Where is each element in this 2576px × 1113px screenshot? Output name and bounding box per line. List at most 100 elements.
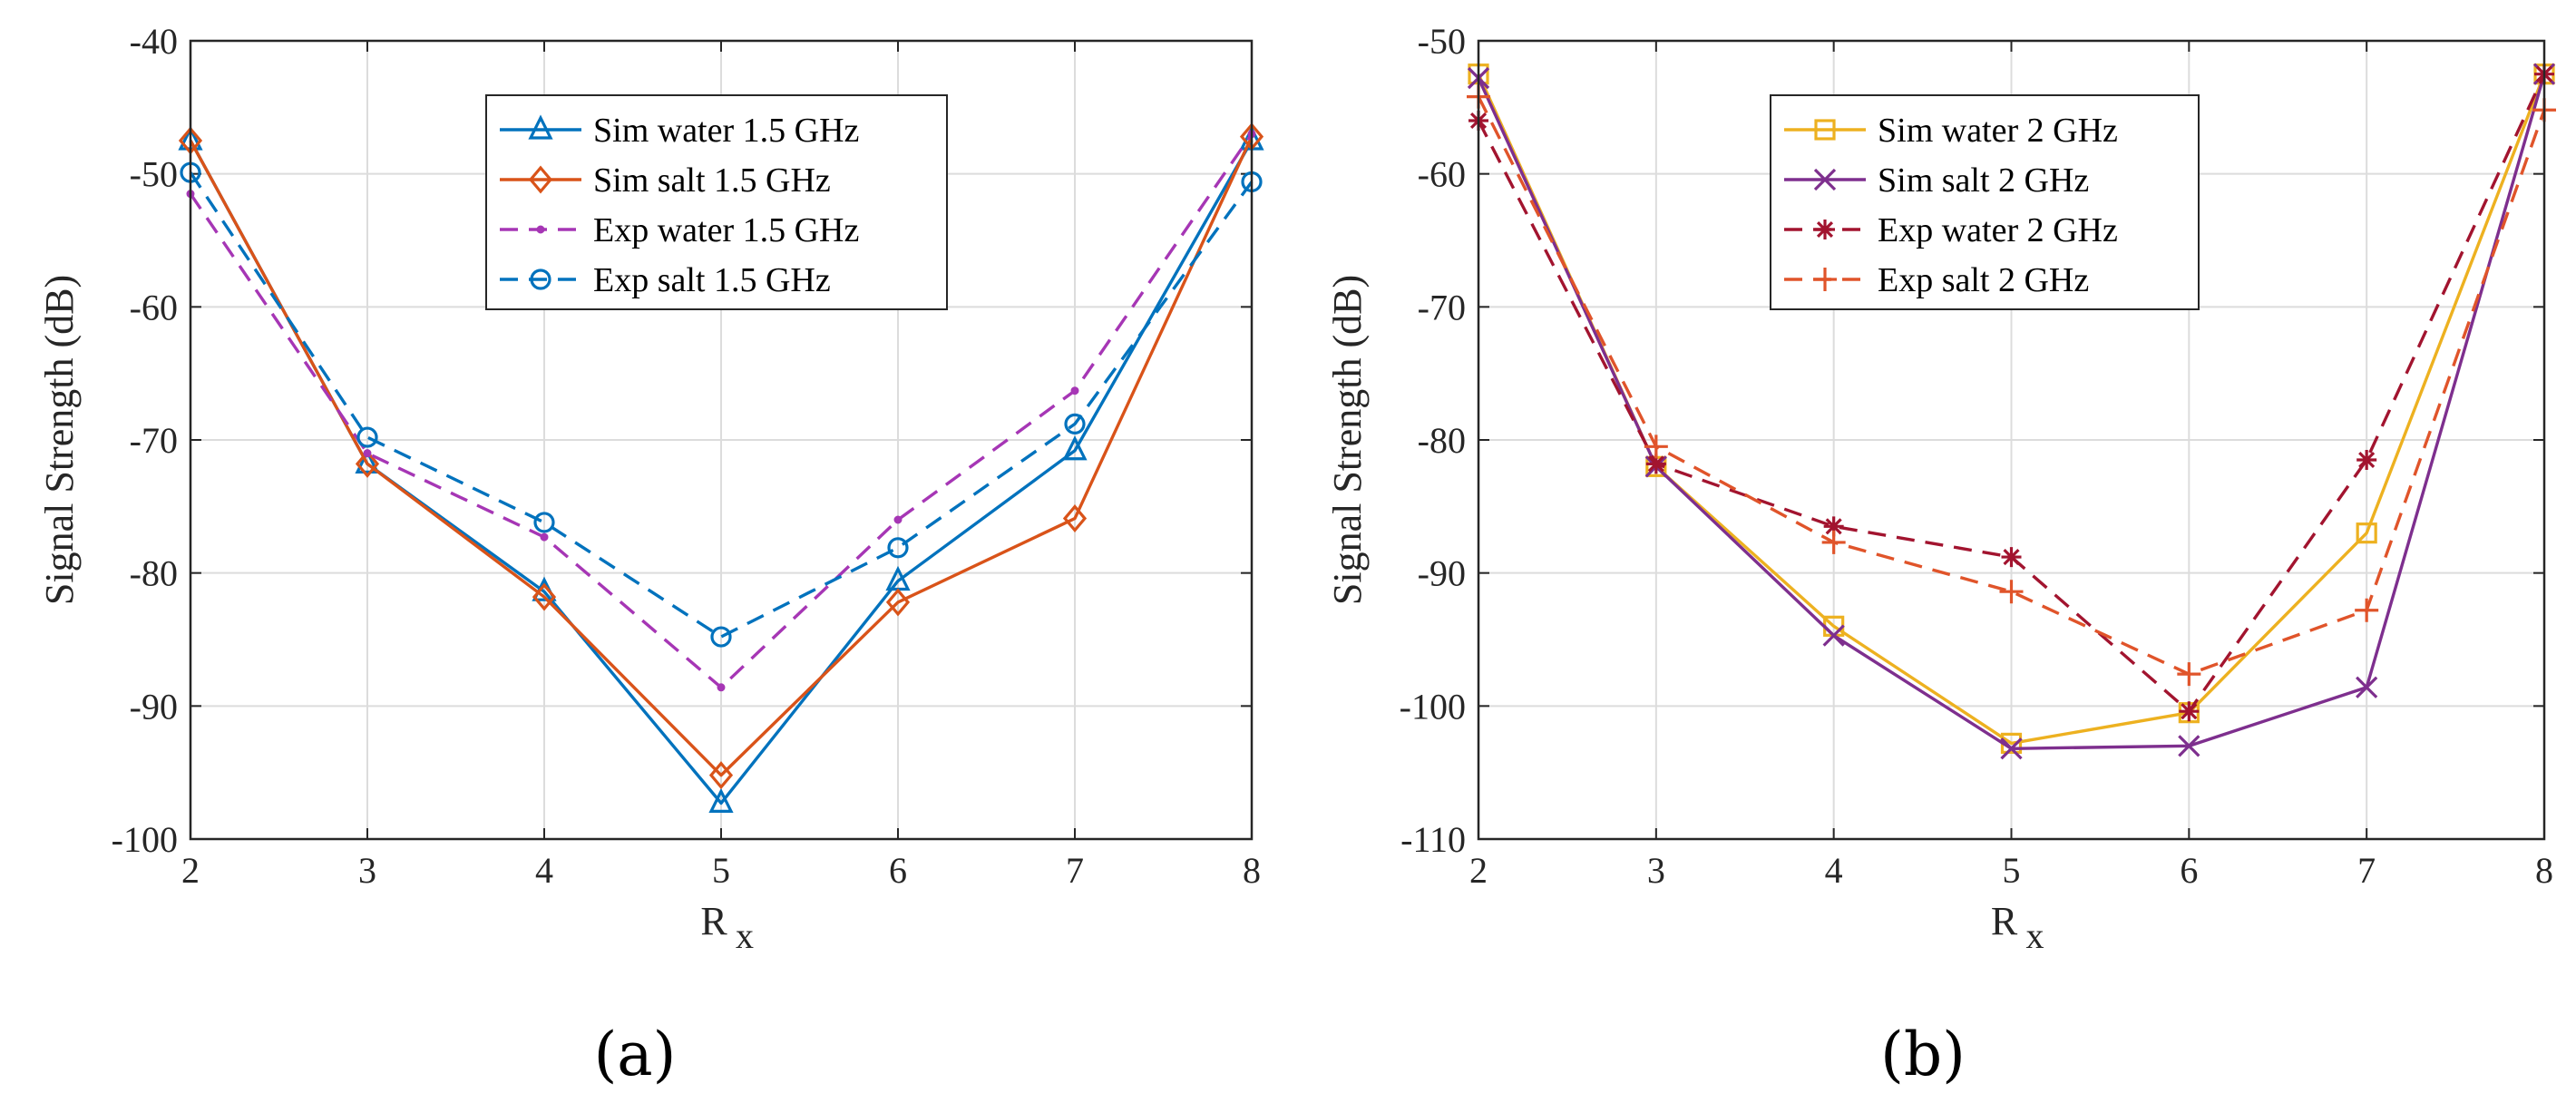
legend-entry: Exp salt 1.5 GHz xyxy=(500,261,831,299)
data-point xyxy=(2356,522,2377,544)
x-tick-label: 8 xyxy=(1243,850,1261,891)
data-point xyxy=(1070,386,1079,395)
data-point xyxy=(355,449,380,478)
data-point xyxy=(1062,435,1088,461)
data-point xyxy=(2355,598,2379,622)
legend-marker xyxy=(528,114,553,140)
data-point xyxy=(2001,547,2022,568)
x-axis-label-subscript: x xyxy=(736,915,754,956)
legend-label: Exp salt 1.5 GHz xyxy=(593,261,831,299)
y-tick-label: -50 xyxy=(130,154,178,195)
data-point xyxy=(1823,516,1844,537)
y-tick-label: -70 xyxy=(1418,287,1466,327)
legend-entry: Exp water 2 GHz xyxy=(1784,211,2118,249)
chart-panel-a: 2 3 4 5 6 7 8 -40 -50 -60 -70 -80 -90 -100 R x Signal St… xyxy=(37,21,1264,1089)
data-point xyxy=(356,426,378,448)
legend-label: Sim salt 1.5 GHz xyxy=(593,161,831,200)
x-tick-label: 5 xyxy=(2003,850,2021,891)
x-axis-label-subscript: x xyxy=(2026,915,2044,956)
legend-entry: Sim salt 2 GHz xyxy=(1784,161,2089,200)
legend: Sim water 1.5 GHz Sim salt 1.5 GHz Exp wat… xyxy=(485,94,948,310)
data-point xyxy=(717,683,726,692)
y-tick-label: -100 xyxy=(112,819,178,860)
data-point xyxy=(1644,434,1668,459)
data-point xyxy=(1822,624,1845,647)
x-axis-label: R xyxy=(700,899,727,943)
legend-label: Exp water 2 GHz xyxy=(1878,211,2118,249)
y-tick-label: -60 xyxy=(1418,154,1466,195)
legend-marker xyxy=(528,165,553,194)
x-tick-label: 7 xyxy=(2357,850,2376,891)
panel-label: (b) xyxy=(1880,1020,1966,1089)
y-tick-label: -90 xyxy=(130,686,178,727)
axes-frame xyxy=(1477,39,2546,841)
legend-label: Sim salt 2 GHz xyxy=(1878,161,2089,200)
data-point xyxy=(363,449,372,458)
y-tick-label: -80 xyxy=(1418,420,1466,461)
legend-entry: Sim salt 1.5 GHz xyxy=(500,161,831,200)
data-point xyxy=(1821,530,1846,554)
data-point xyxy=(533,512,555,533)
legend-label: Exp water 1.5 GHz xyxy=(593,211,859,249)
legend-label: Exp salt 2 GHz xyxy=(1878,261,2089,299)
legend-marker xyxy=(1815,220,1835,239)
legend-entry: Exp water 1.5 GHz xyxy=(500,211,859,249)
data-point xyxy=(2179,701,2200,722)
y-tick-label: -70 xyxy=(130,420,178,461)
x-tick-label: 2 xyxy=(1469,850,1488,891)
legend-label: Sim water 1.5 GHz xyxy=(593,112,859,150)
y-tick-label: -80 xyxy=(130,553,178,594)
x-tick-label: 2 xyxy=(181,850,200,891)
data-point xyxy=(887,537,909,559)
y-tick-label: -90 xyxy=(1418,553,1466,594)
data-point xyxy=(355,448,380,474)
data-point xyxy=(2177,662,2201,687)
data-point xyxy=(2000,737,2023,760)
legend-marker xyxy=(530,268,551,290)
legend: Sim water 2 GHz Sim salt 2 GHz Exp water 2… xyxy=(1770,94,2200,310)
data-point xyxy=(532,582,557,611)
y-tick-label: -50 xyxy=(1418,21,1466,62)
data-point xyxy=(2356,450,2377,470)
legend-marker xyxy=(536,225,545,234)
data-point xyxy=(1999,580,2024,604)
data-point xyxy=(540,532,549,542)
x-tick-label: 6 xyxy=(889,850,907,891)
data-point xyxy=(710,626,732,648)
data-point xyxy=(1064,413,1086,434)
data-point xyxy=(1062,504,1088,533)
legend-entry: Sim water 2 GHz xyxy=(1784,112,2118,150)
y-tick-label: -100 xyxy=(1400,686,1466,727)
y-tick-label: -40 xyxy=(130,21,178,62)
data-point xyxy=(885,588,911,617)
x-tick-label: 8 xyxy=(2535,850,2553,891)
x-tick-label: 6 xyxy=(2180,850,2198,891)
series-line xyxy=(189,135,1254,777)
legend-marker xyxy=(1813,168,1837,191)
x-tick-label: 3 xyxy=(1647,850,1665,891)
x-tick-label: 7 xyxy=(1066,850,1084,891)
x-tick-label: 3 xyxy=(358,850,376,891)
legend-marker xyxy=(1814,119,1836,141)
data-point xyxy=(1645,454,1666,474)
axes-frame xyxy=(189,39,1254,841)
legend-entry: Exp salt 2 GHz xyxy=(1784,261,2089,299)
y-tick-label: -110 xyxy=(1400,819,1466,860)
series-line xyxy=(189,171,1254,639)
x-tick-label: 4 xyxy=(535,850,553,891)
series-exp-water-1-5-ghz xyxy=(186,130,1256,692)
x-axis-label: R xyxy=(1991,899,2018,943)
legend-label: Sim water 2 GHz xyxy=(1878,112,2118,150)
chart-panel-b: 2 3 4 5 6 7 8 -50 -60 -70 -80 -90 -100 -110 R x Signal S… xyxy=(1325,21,2556,1089)
y-axis-label: Signal Strength (dB) xyxy=(37,275,82,605)
data-point xyxy=(2178,735,2200,757)
y-axis-label: Signal Strength (dB) xyxy=(1325,275,1370,605)
x-tick-label: 5 xyxy=(712,850,730,891)
data-point xyxy=(893,515,903,524)
legend-entry: Sim water 1.5 GHz xyxy=(500,112,859,150)
panel-label: (a) xyxy=(594,1020,677,1089)
data-point xyxy=(2356,676,2378,698)
data-point xyxy=(708,787,734,814)
data-point xyxy=(708,761,734,790)
